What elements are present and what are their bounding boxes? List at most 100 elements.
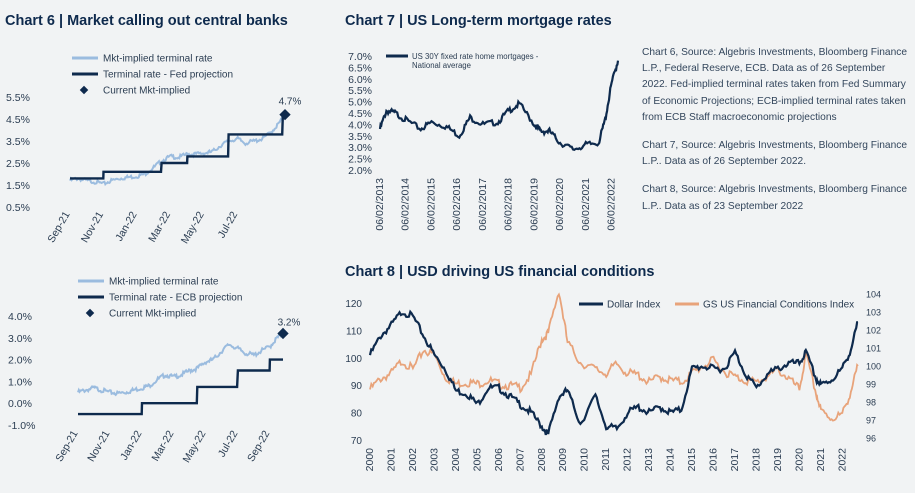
chart8-x-tick: 2000 xyxy=(364,448,376,472)
chart8-x-tick: 2002 xyxy=(407,448,419,472)
chart7-y-tick: 5.5% xyxy=(348,85,372,97)
chart7-y-tick: 3.5% xyxy=(348,131,372,143)
chart8-y-tick-right: 98 xyxy=(866,398,876,408)
chart7-y-tick: 5.0% xyxy=(348,97,372,109)
chart8-y-tick-left: 90 xyxy=(351,381,363,392)
chart8-x-tick: 2010 xyxy=(579,448,591,472)
chart6-7-8-sources: Chart 6, Source: Algebris Investments, B… xyxy=(642,45,912,227)
chart8-y-tick-left: 110 xyxy=(346,326,362,337)
chart6-x-tick: Mar-22 xyxy=(146,209,173,244)
chart7-source: Chart 7, Source: Algebris Investments, B… xyxy=(642,140,908,168)
chart8-y-tick-right: 103 xyxy=(866,308,881,318)
chart6-y-tick: 5.5% xyxy=(6,92,30,104)
chart8-x-tick: 2016 xyxy=(708,448,720,472)
chart6b-x-tick: Jul-22 xyxy=(216,428,241,459)
chart6-y-tick: 2.5% xyxy=(6,158,30,170)
chart6-source: Chart 6, Source: Algebris Investments, B… xyxy=(642,47,908,123)
chart7-x-tick: 06/02/2019 xyxy=(528,178,540,231)
chart6b-x-tick: Nov-21 xyxy=(85,428,112,463)
chart6-legend-fed-label: Terminal rate - Fed projection xyxy=(103,70,233,81)
chart8-x-tick: 2014 xyxy=(665,448,677,472)
chart7-y-tick: 6.5% xyxy=(348,62,372,74)
chart6-current-label: 4.7% xyxy=(279,97,302,108)
chart7-y-tick: 7.0% xyxy=(348,51,372,63)
chart8-x-tick: 2003 xyxy=(428,448,440,472)
chart7-y-tick: 4.0% xyxy=(348,119,372,131)
chart8-y-tick-left: 120 xyxy=(345,299,362,310)
chart8-title: Chart 8 | USD driving US financial condi… xyxy=(345,264,655,280)
chart8-x-tick: 2009 xyxy=(557,448,569,472)
chart6-fed-projection-step xyxy=(70,115,285,180)
chart6b-legend-current-label: Current Mkt-implied xyxy=(109,309,196,320)
chart7-x-tick: 06/02/2013 xyxy=(374,178,386,231)
chart8-y-tick-right: 102 xyxy=(866,326,881,336)
chart6b-y-tick: 2.0% xyxy=(8,355,32,367)
chart8-y-tick-right: 101 xyxy=(866,344,881,354)
chart8-dollar-index-line xyxy=(368,309,859,436)
chart6b-y-tick: 4.0% xyxy=(8,311,32,323)
chart6-y-tick: 1.5% xyxy=(6,180,30,192)
chart7-x-tick: 06/02/2015 xyxy=(425,178,437,231)
chart7-x-tick: 06/02/2020 xyxy=(554,178,566,231)
chart8-x-tick: 2021 xyxy=(815,448,827,472)
chart8-y-tick-right: 96 xyxy=(866,434,876,444)
chart6-x-tick: Jul-22 xyxy=(216,209,241,240)
chart6b-y-tick: -1.0% xyxy=(8,420,35,432)
chart7-x-tick: 06/02/2018 xyxy=(503,178,515,231)
chart7-x-tick: 06/02/2014 xyxy=(400,178,412,231)
chart8-x-tick: 2022 xyxy=(836,448,848,472)
chart8-fci-line xyxy=(369,292,859,422)
chart8-legend-fci-label: GS US Financial Conditions Index xyxy=(703,300,854,311)
chart8-y-tick-right: 104 xyxy=(866,290,881,300)
chart8-x-tick: 2020 xyxy=(793,448,805,472)
chart8-y-tick-left: 70 xyxy=(351,436,363,447)
chart8-x-tick: 2018 xyxy=(750,448,762,472)
chart6-title: Chart 6 | Market calling out central ban… xyxy=(5,13,288,29)
chart6-y-tick: 0.5% xyxy=(6,202,30,214)
chart8-x-tick: 2013 xyxy=(643,448,655,472)
chart7-legend-label: US 30Y fixed rate home mortgages -Nation… xyxy=(412,52,539,70)
chart8-y-tick-right: 97 xyxy=(866,416,876,426)
chart6b-y-tick: 3.0% xyxy=(8,333,32,345)
chart8-x-tick: 2001 xyxy=(385,448,397,472)
chart8-y-tick-left: 80 xyxy=(351,409,363,420)
chart6b-x-tick: May-22 xyxy=(181,428,209,464)
chart6b-y-tick: 1.0% xyxy=(8,376,32,388)
chart6b-x-tick: Sep-21 xyxy=(53,428,80,463)
chart8-source: Chart 8, Source: Algebris Investments, B… xyxy=(642,184,908,212)
chart8-x-tick: 2008 xyxy=(536,448,548,472)
chart6b-x-tick: Jan-22 xyxy=(118,428,145,462)
chart8-x-tick: 2019 xyxy=(772,448,784,472)
chart6-mkt-implied-line xyxy=(69,114,286,187)
chart6-legend-current-marker xyxy=(79,85,89,95)
chart8-x-tick: 2012 xyxy=(622,448,634,472)
chart8-x-tick: 2015 xyxy=(686,448,698,472)
chart6-x-tick: Sep-21 xyxy=(45,209,72,244)
chart6b-legend-ecb-label: Terminal rate - ECB projection xyxy=(109,293,242,304)
chart7-x-tick: 06/02/2016 xyxy=(451,178,463,231)
chart6-y-tick: 4.5% xyxy=(6,114,30,126)
chart6b-mkt-implied-line xyxy=(77,330,284,397)
chart6-x-tick: Nov-21 xyxy=(79,209,106,244)
chart6b-x-tick: Mar-22 xyxy=(150,428,177,463)
chart8-x-tick: 2017 xyxy=(729,448,741,472)
chart6-y-tick: 3.5% xyxy=(6,136,30,148)
chart6-x-tick: Jan-22 xyxy=(113,209,140,243)
chart7-x-tick: 06/02/2021 xyxy=(580,178,592,231)
chart6-legend-mkt-label: Mkt-implied terminal rate xyxy=(103,54,213,65)
chart7-y-tick: 3.0% xyxy=(348,142,372,154)
chart6b-legend-mkt-label: Mkt-implied terminal rate xyxy=(109,277,219,288)
chart6-legend-current-label: Current Mkt-implied xyxy=(103,86,190,97)
chart6b-x-tick: Sep-22 xyxy=(245,428,272,463)
chart8-legend-dollar-label: Dollar Index xyxy=(607,300,660,311)
chart6b-y-tick: 0.0% xyxy=(8,398,32,410)
chart8-y-tick-right: 99 xyxy=(866,380,876,390)
chart7-x-tick: 06/02/2022 xyxy=(606,178,618,231)
chart7-y-tick: 4.5% xyxy=(348,108,372,120)
chart6b-current-label: 3.2% xyxy=(278,317,301,328)
chart8-x-tick: 2011 xyxy=(600,448,612,471)
chart6b-current-marker xyxy=(277,327,289,340)
chart8-x-tick: 2004 xyxy=(450,448,462,472)
chart7-x-tick: 06/02/2017 xyxy=(477,178,489,231)
